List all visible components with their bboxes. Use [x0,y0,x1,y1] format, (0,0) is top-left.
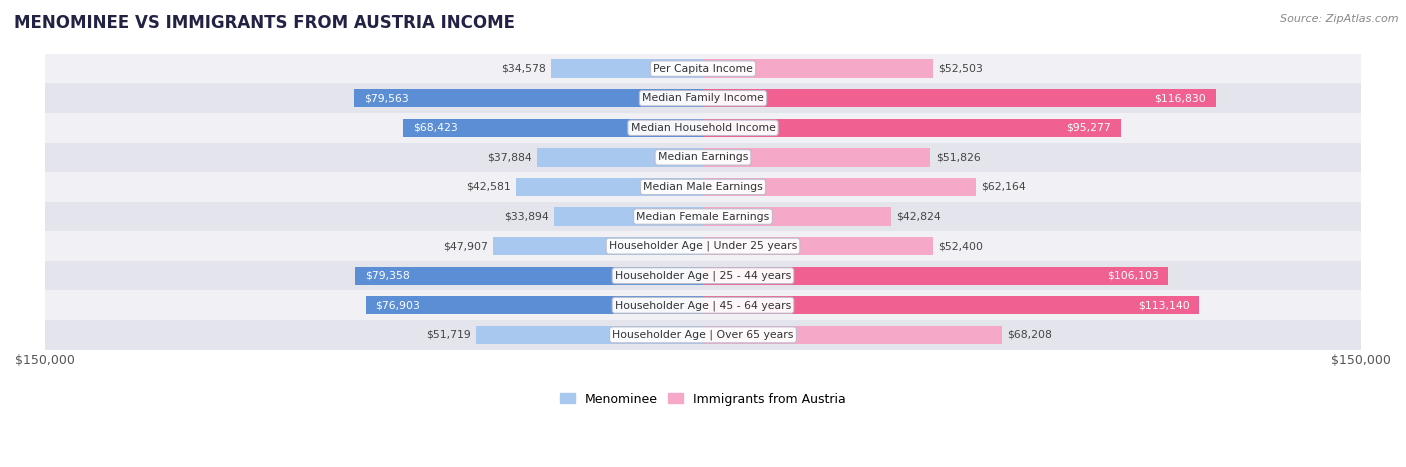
Bar [516,178,703,196]
Bar [45,231,1361,261]
Bar [703,178,976,196]
Text: $68,208: $68,208 [1008,330,1052,340]
Text: $79,563: $79,563 [364,93,409,103]
Bar [404,119,703,137]
Text: $116,830: $116,830 [1154,93,1206,103]
Text: $52,503: $52,503 [939,64,983,74]
Text: Median Family Income: Median Family Income [643,93,763,103]
Text: Per Capita Income: Per Capita Income [652,64,754,74]
Text: $51,719: $51,719 [426,330,471,340]
Text: Median Female Earnings: Median Female Earnings [637,212,769,221]
Text: $42,824: $42,824 [896,212,941,221]
Bar [703,207,891,226]
Text: $47,907: $47,907 [443,241,488,251]
Bar [551,59,703,78]
Bar [703,237,934,255]
Bar [354,89,703,107]
Legend: Menominee, Immigrants from Austria: Menominee, Immigrants from Austria [555,388,851,410]
Text: $52,400: $52,400 [938,241,983,251]
Bar [354,267,703,285]
Bar [477,325,703,344]
Bar [703,89,1216,107]
Text: $33,894: $33,894 [505,212,548,221]
Bar [45,84,1361,113]
Bar [703,296,1199,314]
Text: Householder Age | 45 - 64 years: Householder Age | 45 - 64 years [614,300,792,311]
Text: $42,581: $42,581 [467,182,510,192]
Bar [45,142,1361,172]
Text: $62,164: $62,164 [981,182,1026,192]
Text: $79,358: $79,358 [364,271,409,281]
Text: Median Male Earnings: Median Male Earnings [643,182,763,192]
Bar [45,320,1361,350]
Text: $68,423: $68,423 [413,123,457,133]
Bar [703,119,1121,137]
Text: Householder Age | 25 - 44 years: Householder Age | 25 - 44 years [614,270,792,281]
Bar [703,148,931,167]
Text: $37,884: $37,884 [486,152,531,163]
Text: $95,277: $95,277 [1066,123,1111,133]
Text: Source: ZipAtlas.com: Source: ZipAtlas.com [1281,14,1399,24]
Text: $51,826: $51,826 [935,152,980,163]
Bar [494,237,703,255]
Text: MENOMINEE VS IMMIGRANTS FROM AUSTRIA INCOME: MENOMINEE VS IMMIGRANTS FROM AUSTRIA INC… [14,14,515,32]
Bar [366,296,703,314]
Text: $106,103: $106,103 [1107,271,1159,281]
Bar [45,113,1361,142]
Text: $34,578: $34,578 [502,64,546,74]
Text: Median Household Income: Median Household Income [630,123,776,133]
Bar [703,59,934,78]
Bar [45,290,1361,320]
Text: Householder Age | Over 65 years: Householder Age | Over 65 years [612,330,794,340]
Bar [703,267,1168,285]
Bar [703,325,1002,344]
Bar [45,54,1361,84]
Bar [554,207,703,226]
Bar [537,148,703,167]
Text: $113,140: $113,140 [1137,300,1189,310]
Text: Median Earnings: Median Earnings [658,152,748,163]
Bar [45,261,1361,290]
Bar [45,172,1361,202]
Bar [45,202,1361,231]
Text: $76,903: $76,903 [375,300,420,310]
Text: Householder Age | Under 25 years: Householder Age | Under 25 years [609,241,797,251]
